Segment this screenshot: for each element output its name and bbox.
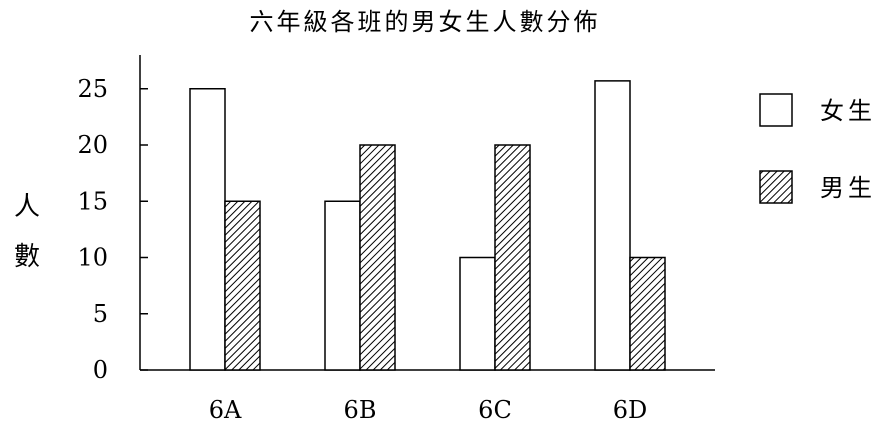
legend-label-boys: 男生 [820,174,876,202]
y-tick-label: 15 [77,187,108,215]
y-axis-label-char-1: 人 [14,192,40,222]
legend-swatch-girls [759,93,793,127]
chart-title: 六年級各班的男女生人數分佈 [250,8,601,36]
bar-6C-boys [494,144,531,371]
bar-6A-girls [189,88,226,371]
x-tick-label: 6D [613,396,648,424]
y-ticks: 0 5 10 15 20 25 [77,75,148,384]
bar-6B-boys [359,144,396,371]
y-tick-label: 25 [77,75,108,103]
y-tick-label: 10 [77,244,108,272]
y-tick-label: 20 [77,131,108,159]
x-tick-label: 6C [478,396,512,424]
bar-6A-boys [224,200,261,371]
legend-label-girls: 女生 [820,97,876,125]
bar-6D-boys [629,256,666,371]
x-ticks: 6A 6B 6C 6D [209,396,648,424]
x-tick-label: 6B [344,396,377,424]
legend-swatch-boys [759,170,793,204]
bar-6C-girls [459,256,496,371]
bar-6D-girls [594,80,631,371]
bar-6B-girls [324,200,361,371]
bars [189,80,666,371]
y-tick-label: 0 [93,356,108,384]
x-tick-label: 6A [209,396,242,424]
y-axis-label: 人 數 [14,192,40,272]
y-tick-label: 5 [93,300,108,328]
y-axis-label-char-2: 數 [14,242,40,272]
